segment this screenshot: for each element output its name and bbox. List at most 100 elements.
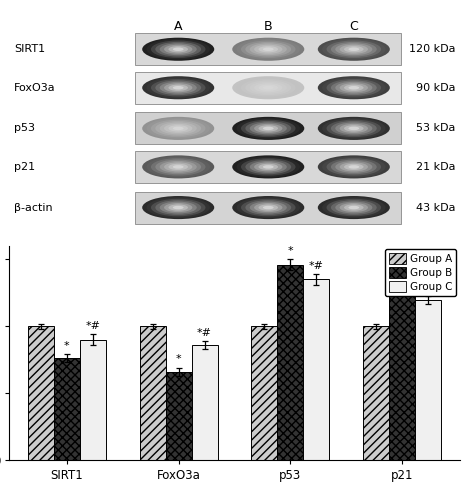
- Ellipse shape: [322, 78, 386, 98]
- Text: *: *: [400, 268, 405, 278]
- Text: *#: *#: [85, 321, 100, 331]
- Ellipse shape: [164, 162, 192, 172]
- Ellipse shape: [155, 121, 201, 136]
- Ellipse shape: [326, 120, 381, 137]
- Ellipse shape: [173, 165, 184, 168]
- Ellipse shape: [326, 79, 381, 96]
- Ellipse shape: [344, 46, 363, 52]
- Ellipse shape: [147, 78, 210, 98]
- Text: FoxO3a: FoxO3a: [14, 82, 55, 92]
- Ellipse shape: [250, 202, 287, 213]
- Bar: [363, 326, 389, 460]
- Ellipse shape: [147, 156, 210, 177]
- Bar: [136, 72, 401, 104]
- Ellipse shape: [322, 39, 386, 60]
- Ellipse shape: [348, 165, 359, 168]
- Ellipse shape: [318, 117, 390, 140]
- Bar: [80, 340, 106, 460]
- Ellipse shape: [147, 118, 210, 139]
- Ellipse shape: [160, 44, 197, 55]
- Ellipse shape: [160, 122, 197, 134]
- Bar: [136, 33, 401, 66]
- Text: 53 kDa: 53 kDa: [416, 124, 455, 134]
- Ellipse shape: [160, 161, 197, 173]
- Ellipse shape: [245, 160, 291, 174]
- Ellipse shape: [250, 161, 287, 173]
- Ellipse shape: [232, 196, 304, 219]
- Text: 43 kDa: 43 kDa: [416, 202, 455, 212]
- Bar: [53, 358, 80, 460]
- Text: *: *: [287, 246, 293, 256]
- Ellipse shape: [147, 198, 210, 218]
- Ellipse shape: [331, 80, 377, 95]
- Ellipse shape: [344, 84, 363, 91]
- Ellipse shape: [151, 158, 205, 176]
- Ellipse shape: [232, 156, 304, 178]
- Text: A: A: [174, 20, 182, 34]
- Ellipse shape: [155, 42, 201, 56]
- Ellipse shape: [263, 48, 274, 51]
- Ellipse shape: [254, 124, 282, 133]
- Ellipse shape: [326, 158, 381, 176]
- Ellipse shape: [335, 44, 372, 55]
- Text: 120 kDa: 120 kDa: [408, 44, 455, 54]
- Ellipse shape: [258, 46, 278, 52]
- Ellipse shape: [151, 79, 205, 96]
- Ellipse shape: [245, 42, 291, 56]
- Ellipse shape: [168, 164, 188, 170]
- Ellipse shape: [173, 48, 184, 51]
- Bar: [416, 300, 441, 460]
- Bar: [303, 280, 330, 460]
- Text: *: *: [64, 341, 69, 351]
- Ellipse shape: [237, 156, 300, 177]
- Ellipse shape: [245, 121, 291, 136]
- Ellipse shape: [241, 40, 295, 58]
- Ellipse shape: [340, 124, 368, 133]
- Ellipse shape: [326, 40, 381, 58]
- Text: *: *: [176, 354, 182, 364]
- Ellipse shape: [258, 204, 278, 210]
- Ellipse shape: [232, 117, 304, 140]
- Ellipse shape: [155, 80, 201, 95]
- Ellipse shape: [348, 206, 359, 210]
- Ellipse shape: [147, 39, 210, 60]
- Text: *#: *#: [421, 282, 436, 292]
- Text: p53: p53: [14, 124, 35, 134]
- Ellipse shape: [331, 121, 377, 136]
- Ellipse shape: [344, 204, 363, 210]
- Bar: [278, 265, 303, 460]
- Text: 21 kDa: 21 kDa: [416, 162, 455, 172]
- Ellipse shape: [151, 40, 205, 58]
- Ellipse shape: [155, 200, 201, 215]
- Ellipse shape: [335, 161, 372, 173]
- Ellipse shape: [254, 203, 282, 212]
- Ellipse shape: [254, 83, 282, 92]
- Text: β-actin: β-actin: [14, 202, 53, 212]
- Ellipse shape: [237, 39, 300, 60]
- Bar: [136, 151, 401, 183]
- Ellipse shape: [142, 196, 214, 219]
- Ellipse shape: [232, 38, 304, 61]
- Ellipse shape: [142, 76, 214, 100]
- Ellipse shape: [241, 158, 295, 176]
- Ellipse shape: [348, 126, 359, 130]
- Ellipse shape: [250, 82, 287, 94]
- Ellipse shape: [168, 84, 188, 91]
- Ellipse shape: [322, 198, 386, 218]
- Ellipse shape: [254, 44, 282, 54]
- Ellipse shape: [164, 83, 192, 92]
- Ellipse shape: [237, 198, 300, 218]
- Ellipse shape: [340, 203, 368, 212]
- Ellipse shape: [326, 199, 381, 216]
- Ellipse shape: [331, 160, 377, 174]
- Ellipse shape: [173, 86, 184, 90]
- Ellipse shape: [331, 42, 377, 56]
- Ellipse shape: [168, 204, 188, 210]
- Ellipse shape: [173, 206, 184, 210]
- Ellipse shape: [335, 122, 372, 134]
- Ellipse shape: [340, 44, 368, 54]
- Ellipse shape: [340, 162, 368, 172]
- Ellipse shape: [142, 38, 214, 61]
- Ellipse shape: [344, 126, 363, 132]
- Ellipse shape: [263, 86, 274, 90]
